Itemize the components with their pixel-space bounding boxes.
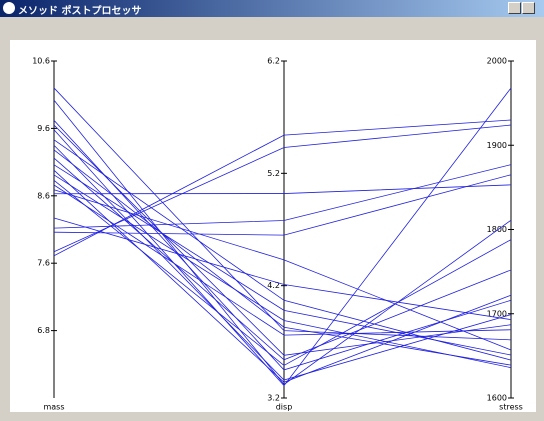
minimize-button[interactable]: [508, 2, 521, 14]
data-line: [53, 149, 512, 366]
tick-label: 6.8: [37, 326, 50, 335]
data-line: [53, 120, 512, 371]
axis-label: mass: [43, 403, 64, 412]
data-line: [53, 217, 512, 321]
data-line: [53, 119, 512, 257]
data-line: [53, 87, 512, 387]
data-line: [53, 179, 512, 366]
tick-label: 1900: [487, 141, 507, 150]
data-line: [53, 174, 512, 236]
window-title: メソッド ポストプロセッサ: [18, 6, 142, 17]
axis-label: disp: [276, 403, 293, 412]
tick-label: 4.2: [267, 281, 280, 290]
tick-label: 10.6: [32, 57, 50, 66]
data-line: [53, 124, 512, 253]
tick-label: 2000: [487, 57, 507, 66]
tick-label: 5.2: [267, 169, 280, 178]
tick-label: 9.6: [37, 124, 50, 133]
data-line: [53, 164, 512, 229]
data-line: [53, 99, 512, 386]
tick-label: 6.2: [267, 57, 280, 66]
data-line: [53, 189, 512, 351]
data-line: [53, 184, 512, 195]
window-icon: [3, 2, 15, 14]
maximize-button[interactable]: [522, 2, 535, 14]
data-line: [53, 174, 512, 369]
tick-label: 7.6: [37, 259, 50, 268]
tick-label: 8.6: [37, 191, 50, 200]
data-line: [53, 169, 512, 383]
tick-label: 1700: [487, 309, 507, 318]
tick-label: 1600: [487, 394, 507, 403]
title-bar: メソッド ポストプロセッサ: [0, 0, 544, 17]
tick-label: 3.2: [267, 394, 280, 403]
axis-label: stress: [499, 403, 523, 412]
tick-label: 1800: [487, 225, 507, 234]
data-line: [53, 184, 512, 336]
data-line: [53, 124, 512, 356]
